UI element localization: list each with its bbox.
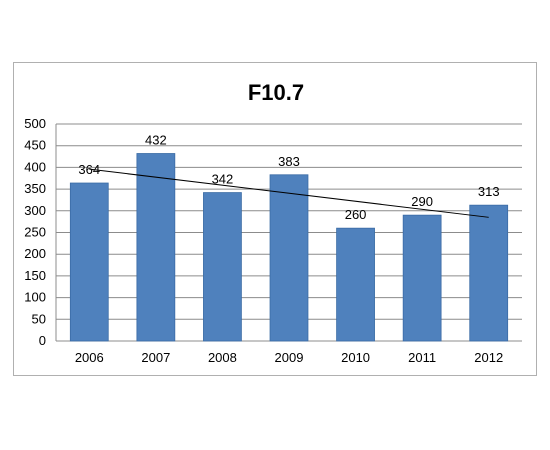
x-tick-label: 2012 — [474, 350, 503, 365]
data-label: 313 — [478, 184, 500, 199]
y-tick-label: 250 — [24, 225, 46, 240]
bar-2008 — [203, 192, 242, 342]
x-tick-label: 2009 — [275, 350, 304, 365]
data-label: 383 — [278, 154, 300, 169]
y-tick-label: 150 — [24, 268, 46, 283]
chart-title: F10.7 — [248, 80, 304, 105]
gridlines — [55, 123, 522, 342]
bar-2011 — [402, 214, 442, 342]
x-tick-label: 2011 — [408, 350, 436, 365]
y-tick-label: 200 — [24, 246, 46, 261]
y-axis-ticks: 0 50 100 150 200 250 300 350 400 450 500 — [24, 116, 46, 348]
bar-2006 — [69, 182, 109, 342]
data-label: 364 — [78, 162, 100, 177]
x-tick-label: 2006 — [75, 350, 104, 365]
trendline-group — [89, 168, 489, 218]
y-tick-label: 500 — [24, 116, 46, 131]
y-tick-label: 350 — [24, 181, 46, 196]
x-axis-ticks: 2006 2007 2008 2009 2010 2011 2012 — [75, 350, 503, 365]
data-label: 260 — [345, 207, 367, 222]
x-tick-label: 2008 — [208, 350, 237, 365]
x-tick-label: 2007 — [141, 350, 170, 365]
bar-2007 — [136, 153, 176, 342]
bar-2009 — [269, 174, 309, 342]
y-tick-label: 400 — [24, 159, 46, 174]
data-label: 342 — [212, 172, 234, 187]
y-tick-label: 100 — [24, 290, 46, 305]
bars — [69, 153, 509, 342]
trendline — [89, 168, 489, 218]
x-tick-label: 2010 — [341, 350, 370, 365]
y-tick-label: 50 — [32, 311, 46, 326]
bar-2012 — [469, 204, 509, 342]
y-tick-label: 0 — [39, 333, 46, 348]
y-tick-label: 300 — [24, 203, 46, 218]
data-labels: 364 432 342 383 260 290 313 — [78, 133, 499, 223]
y-tick-label: 450 — [24, 138, 46, 153]
data-label: 432 — [145, 133, 167, 148]
data-label: 290 — [411, 194, 433, 209]
bar-2010 — [336, 227, 375, 342]
